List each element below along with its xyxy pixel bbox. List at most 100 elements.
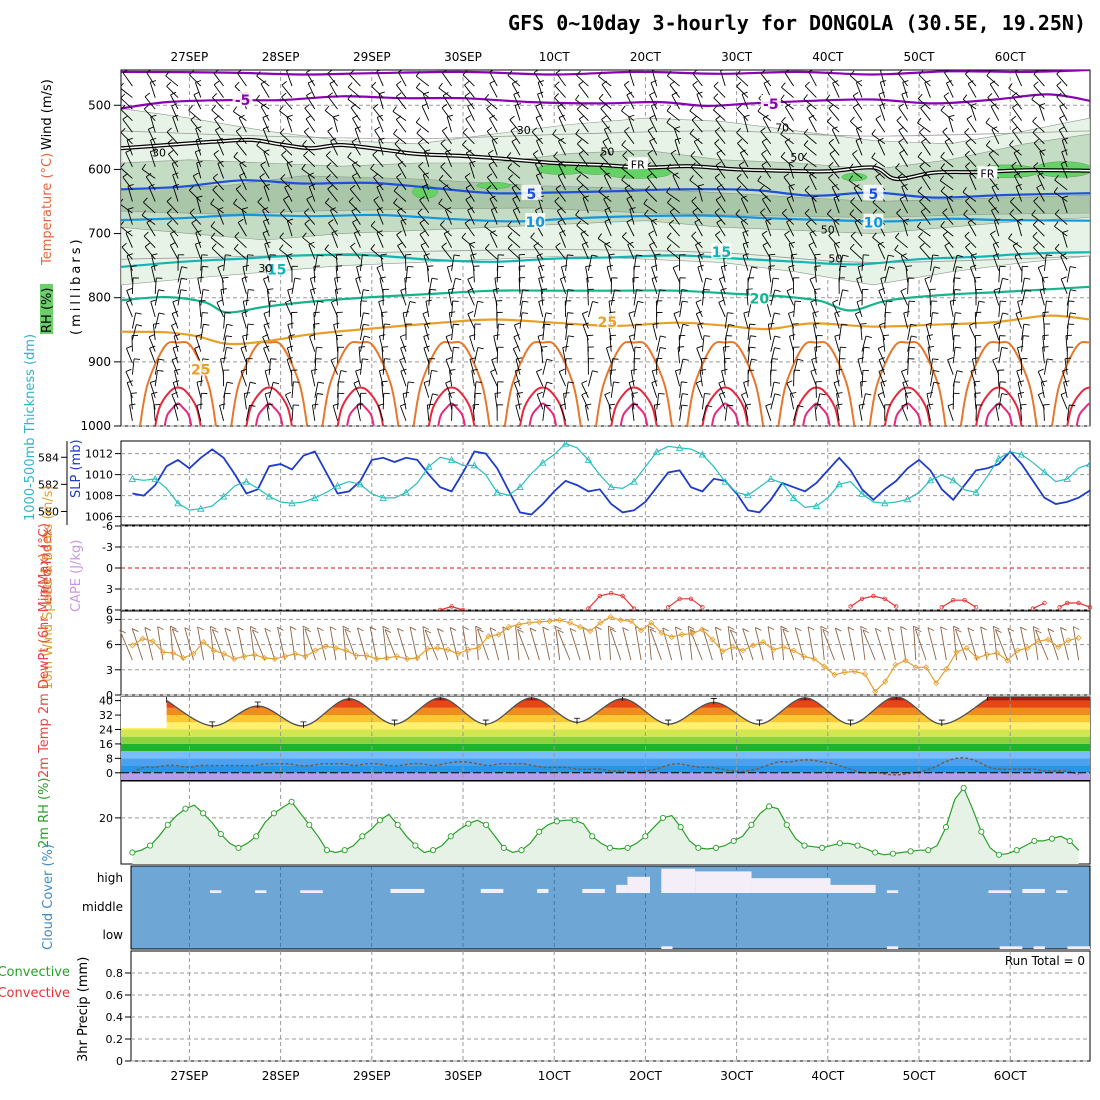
wind-barb xyxy=(1032,121,1045,133)
wind-barb xyxy=(861,370,864,387)
wind-barb xyxy=(587,301,593,318)
wind-barb-flag xyxy=(828,162,834,167)
wind-barb xyxy=(173,335,179,352)
wind-barb xyxy=(144,96,156,110)
wind-barb xyxy=(1015,313,1023,329)
wind-barb xyxy=(944,72,954,87)
wind-barb-flag xyxy=(423,172,430,176)
wind-barb xyxy=(415,122,430,133)
wind-barb-flag xyxy=(875,115,882,120)
wind-barb xyxy=(268,382,274,398)
wind-barb xyxy=(810,301,817,318)
wind-barb xyxy=(895,167,908,179)
cape-marker xyxy=(894,604,899,609)
wind-barb-flag xyxy=(715,196,722,201)
wind10m-speed-marker xyxy=(556,617,563,624)
wind-barb xyxy=(535,106,544,121)
rh2m-marker xyxy=(1031,837,1038,844)
wind-barb xyxy=(464,176,475,191)
wind-barb xyxy=(918,236,931,249)
wind-barb xyxy=(149,382,156,398)
wind-barb-flag xyxy=(667,197,672,204)
wind-barb xyxy=(308,186,316,202)
wind-barb-flag xyxy=(303,150,309,156)
wind-barb xyxy=(858,405,863,421)
wind-barb xyxy=(565,381,569,398)
wind-barb-flag xyxy=(310,287,317,291)
wind-barb xyxy=(849,213,863,225)
cloud-block-low xyxy=(999,946,1023,949)
wind-barb-flag xyxy=(172,183,179,187)
wind-barb xyxy=(1056,85,1068,98)
wind10m-barb-flag xyxy=(1020,626,1027,631)
top-date-label: 28SEP xyxy=(262,50,300,64)
wind-barb-flag xyxy=(317,254,324,257)
wind-barb xyxy=(507,236,521,249)
wind-barb xyxy=(1061,197,1068,214)
rh2m-marker xyxy=(376,817,384,824)
wind-barb xyxy=(121,204,133,214)
freezing-label: FR xyxy=(980,167,994,180)
wind-barb-flag xyxy=(432,393,439,396)
wind10m-barb xyxy=(409,627,418,661)
wind-barb-flag xyxy=(985,140,991,146)
wind-barb xyxy=(510,130,521,145)
wind-barb-flag xyxy=(438,174,444,181)
wind-barb xyxy=(804,85,817,98)
wind-barb xyxy=(540,347,544,364)
wind-barb-flag xyxy=(788,160,795,164)
wind-barb xyxy=(716,187,726,202)
wind-barb xyxy=(784,106,794,121)
wind-barb-flag xyxy=(486,185,492,190)
wind-barb xyxy=(374,129,384,145)
wind-barb xyxy=(1056,73,1068,87)
wind-barb-flag xyxy=(1013,149,1020,154)
wind10m-barb-flag xyxy=(980,626,987,631)
li-tick-label: 0 xyxy=(106,562,113,575)
wind-barb xyxy=(331,232,339,248)
wind-barb xyxy=(328,222,338,237)
wind-barb-flag xyxy=(635,323,642,326)
temp2m-minmax-marker xyxy=(300,721,307,728)
wind-barb-flag xyxy=(287,345,294,349)
wind-barb-flag xyxy=(538,276,545,279)
wind-barb xyxy=(993,324,1000,341)
wind-barb xyxy=(291,381,294,398)
wind-barb xyxy=(216,302,225,318)
wind-barb xyxy=(216,140,225,156)
wind-barb-flag xyxy=(841,323,848,326)
thickness-marker xyxy=(926,476,935,484)
wind-barb xyxy=(465,152,475,168)
wind10m-barb xyxy=(384,629,398,661)
wind-barb xyxy=(171,325,179,341)
wind-barb xyxy=(371,86,384,98)
wind-barb xyxy=(537,93,544,110)
wind-barb xyxy=(283,199,293,214)
wind-barb xyxy=(742,255,749,271)
wind-barb-flag xyxy=(675,368,682,372)
wind-barb-flag xyxy=(239,172,246,176)
precip-frame xyxy=(130,950,1091,1062)
diurnal-isotherm xyxy=(959,340,1038,426)
wind-barb-flag xyxy=(716,184,723,189)
wind10m-barb-flag xyxy=(382,625,390,630)
wind-barb-flag xyxy=(1032,220,1038,226)
temp2m-band xyxy=(121,707,1090,716)
wind-barb-flag xyxy=(585,403,592,406)
wind-barb-flag xyxy=(489,80,496,84)
wind-barb-flag xyxy=(260,161,266,166)
wind-barb xyxy=(929,370,934,387)
wind-barb-flag xyxy=(158,312,165,315)
wind-barb-flag xyxy=(720,287,727,291)
precip-tick-label: 0.8 xyxy=(106,967,124,980)
wind-barb xyxy=(121,246,133,260)
rh2m-marker xyxy=(536,828,543,835)
wind-barb xyxy=(373,177,384,191)
wind-barb-flag xyxy=(135,312,142,315)
wind-barb-flag xyxy=(537,334,544,337)
rh-contour-label: 50 xyxy=(790,151,804,164)
wind-barb-flag xyxy=(828,231,834,236)
temp2m-minmax-marker xyxy=(622,697,623,701)
wind-barb-flag xyxy=(765,218,772,222)
wind-barb-flag xyxy=(535,114,542,119)
